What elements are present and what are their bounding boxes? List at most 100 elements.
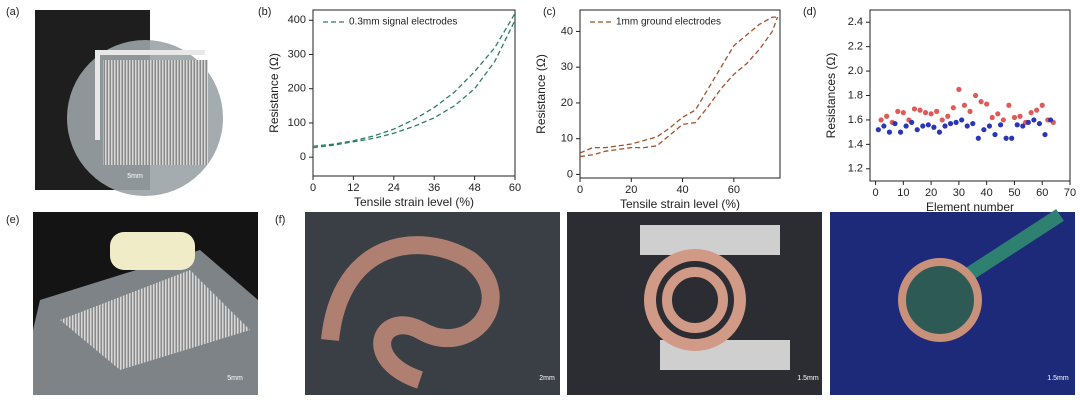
point (1003, 135, 1009, 141)
y-tick-label: 2.4 (848, 16, 863, 28)
plot-frame (312, 9, 516, 177)
scale-bars: 5mm 5mm 2mm 1.5mm 1.5mm (127, 173, 1069, 382)
point (1006, 102, 1012, 108)
point (884, 113, 890, 119)
y-tick-label: 1.2 (848, 163, 863, 175)
y-tick-label: 30 (561, 61, 573, 73)
y-tick-label: 0 (567, 168, 573, 180)
point (1034, 107, 1040, 113)
point (995, 111, 1001, 117)
y-tick-label: 0 (300, 151, 306, 163)
y-axis-label: Resistances (Ω) (824, 53, 838, 139)
point (903, 123, 909, 129)
point (1039, 102, 1045, 108)
point (928, 111, 934, 117)
x-tick-label: 70 (1064, 187, 1076, 199)
point (967, 108, 973, 114)
point (914, 127, 920, 133)
x-tick-label: 12 (347, 182, 359, 194)
y-tick-label: 100 (288, 117, 306, 129)
point (984, 101, 990, 107)
point (1009, 135, 1015, 141)
panel-labels: (a) (b) (c) (d) (e) (f) (6, 6, 816, 226)
panel-label: (b) (258, 6, 271, 18)
point (900, 110, 906, 116)
x-tick-label: 20 (925, 187, 937, 199)
legend-label: 1mm ground electrodes (616, 17, 721, 28)
line (579, 16, 779, 158)
x-tick-label: 0 (577, 184, 583, 196)
point (881, 123, 887, 129)
point (925, 122, 931, 128)
y-tick-label: 1.6 (848, 114, 863, 126)
x-tick-label: 0 (310, 182, 316, 194)
y-tick-label: 1.8 (848, 89, 863, 101)
x-tick-label: 50 (1008, 187, 1020, 199)
point (964, 123, 970, 129)
line (312, 13, 516, 147)
point (978, 99, 984, 105)
point (970, 120, 976, 127)
point (936, 129, 943, 135)
x-tick-label: 40 (981, 187, 993, 199)
x-tick-label: 60 (728, 184, 740, 196)
y-tick-label: 20 (561, 97, 573, 109)
point (997, 122, 1004, 128)
point (895, 108, 901, 114)
point (942, 123, 948, 129)
point (892, 120, 898, 127)
point (992, 131, 998, 138)
x-axis-label: Tensile strain level (%) (354, 195, 474, 209)
point (947, 120, 954, 127)
x-tick-label: 30 (953, 187, 965, 199)
point (959, 117, 965, 123)
y-tick-label: 200 (288, 83, 306, 95)
x-tick-label: 0 (872, 187, 878, 199)
point (986, 123, 993, 129)
x-tick-label: 36 (428, 182, 440, 194)
point (950, 105, 956, 111)
point (934, 108, 940, 114)
panel-label: (d) (803, 6, 816, 18)
point (875, 127, 881, 133)
y-axis-label: Resistance (Ω) (267, 53, 281, 133)
panel-label: (a) (6, 6, 19, 18)
line (312, 19, 516, 149)
photo-e (33, 212, 258, 395)
point (1036, 120, 1043, 127)
point (1031, 117, 1037, 123)
point (897, 129, 904, 135)
point (1025, 119, 1031, 125)
panel-label: (f) (275, 214, 285, 226)
point (1017, 113, 1023, 119)
y-axis-label: Resistance (Ω) (534, 54, 548, 134)
point (953, 119, 959, 125)
scale-bar: 2mm (539, 375, 555, 382)
scale-bar: 5mm (227, 375, 243, 382)
point (961, 102, 968, 108)
scale-bar: 1.5mm (797, 375, 819, 382)
plot-frame (579, 9, 781, 179)
plot-frame (869, 9, 1071, 182)
y-tick-label: 10 (561, 133, 573, 145)
legend-label: 0.3mm signal electrodes (349, 17, 457, 28)
y-tick-label: 300 (288, 48, 306, 60)
panel-label: (e) (6, 214, 19, 226)
panel-label: (c) (543, 6, 556, 18)
point (917, 107, 923, 113)
point (931, 124, 937, 130)
point (939, 117, 945, 123)
point (909, 119, 915, 125)
point (972, 92, 979, 99)
point (1014, 122, 1020, 128)
point (878, 117, 884, 123)
point (956, 86, 962, 92)
point (911, 106, 918, 112)
point (989, 114, 995, 121)
y-tick-label: 1.4 (848, 138, 863, 150)
point (1047, 117, 1054, 123)
point (920, 123, 926, 129)
point (981, 127, 987, 133)
y-tick-label: 40 (561, 25, 573, 37)
